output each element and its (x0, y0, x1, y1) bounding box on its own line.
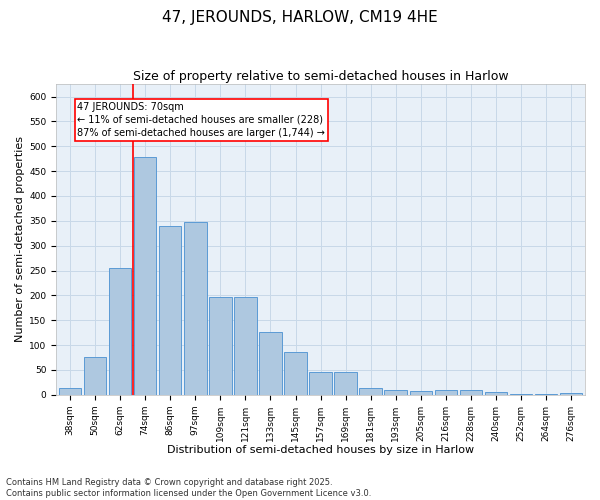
Bar (309, 372, 332, 394)
Bar (359, 388, 382, 394)
Bar (410, 392, 432, 394)
Bar (284, 352, 307, 395)
Bar (159, 226, 181, 394)
Bar (109, 268, 131, 394)
Bar (209, 297, 232, 394)
Bar (134, 157, 157, 394)
Bar (334, 372, 357, 394)
Bar (560, 393, 583, 394)
Bar (434, 390, 457, 394)
Text: 47, JEROUNDS, HARLOW, CM19 4HE: 47, JEROUNDS, HARLOW, CM19 4HE (162, 10, 438, 25)
Title: Size of property relative to semi-detached houses in Harlow: Size of property relative to semi-detach… (133, 70, 508, 83)
Text: 47 JEROUNDS: 70sqm
← 11% of semi-detached houses are smaller (228)
87% of semi-d: 47 JEROUNDS: 70sqm ← 11% of semi-detache… (77, 102, 325, 138)
Bar (485, 392, 508, 394)
Y-axis label: Number of semi-detached properties: Number of semi-detached properties (15, 136, 25, 342)
Bar (84, 358, 106, 395)
Bar (234, 297, 257, 394)
Bar (259, 332, 282, 394)
Text: Contains HM Land Registry data © Crown copyright and database right 2025.
Contai: Contains HM Land Registry data © Crown c… (6, 478, 371, 498)
X-axis label: Distribution of semi-detached houses by size in Harlow: Distribution of semi-detached houses by … (167, 445, 474, 455)
Bar (385, 390, 407, 394)
Bar (59, 388, 81, 394)
Bar (460, 390, 482, 394)
Bar (184, 222, 206, 394)
